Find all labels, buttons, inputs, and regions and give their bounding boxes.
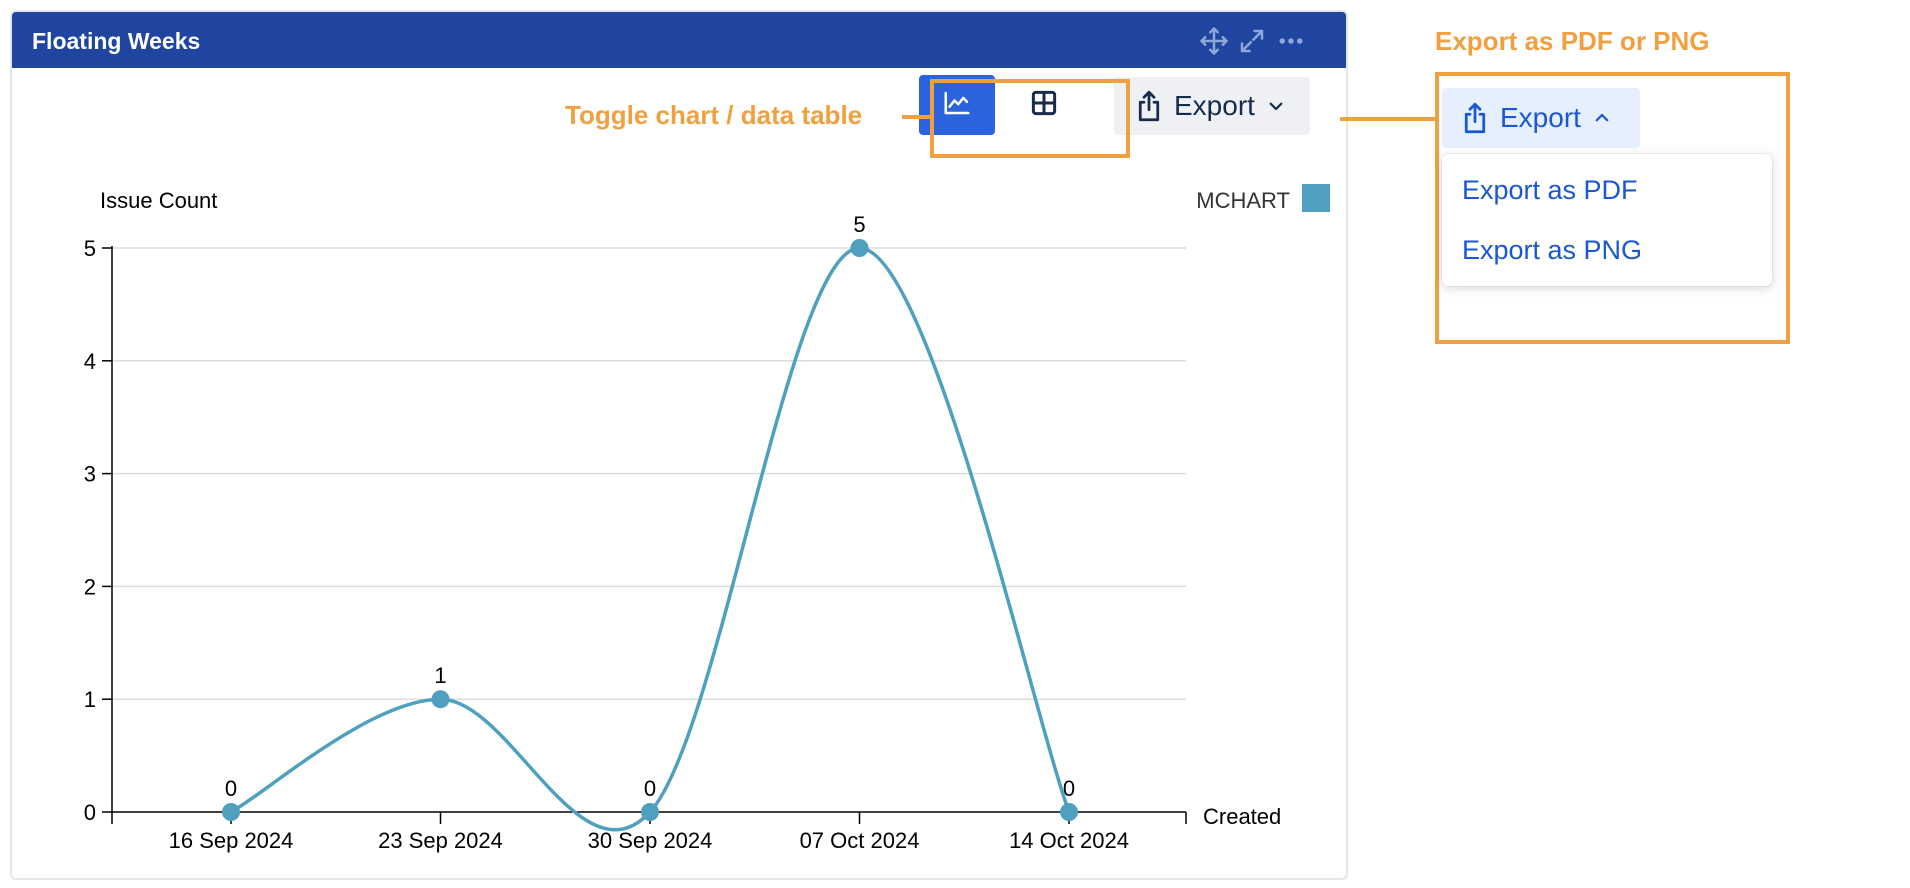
- export-annotation-connector: [1340, 117, 1437, 121]
- toggle-annotation-label: Toggle chart / data table: [565, 100, 863, 130]
- export-annotation-label: Export as PDF or PNG: [1435, 26, 1710, 56]
- more-icon[interactable]: [1276, 26, 1306, 56]
- export-button-open[interactable]: Export: [1442, 88, 1640, 148]
- y-tick-label: 0: [84, 800, 96, 825]
- export-pdf-menu-item[interactable]: Export as PDF: [1462, 175, 1638, 205]
- share-upload-icon: [1460, 101, 1490, 135]
- y-tick-label: 1: [84, 687, 96, 712]
- share-upload-icon: [1134, 89, 1164, 123]
- export-png-menu-item[interactable]: Export as PNG: [1462, 235, 1643, 265]
- data-point: [222, 803, 240, 821]
- line-chart: 0 1 2 3 4 5 16 Sep 2024 23 Sep 2024 30 Sep 2024 0…: [84, 184, 1330, 853]
- chart-series: [222, 239, 1078, 832]
- chart-axes: 0 1 2 3 4 5 16 Sep 2024 23 Sep 2024 30 Sep 2024 0…: [84, 188, 1282, 853]
- y-tick-label: 4: [84, 349, 96, 374]
- data-point: [641, 803, 659, 821]
- data-point: [431, 690, 450, 709]
- data-label: 5: [853, 212, 865, 237]
- legend-swatch: [1302, 184, 1330, 212]
- chart-grid: [112, 247, 1186, 700]
- gadget-title: Floating Weeks: [32, 28, 201, 54]
- x-tick-label: 30 Sep 2024: [588, 828, 713, 853]
- x-tick-label: 14 Oct 2024: [1009, 828, 1129, 853]
- expand-icon[interactable]: [1237, 26, 1267, 56]
- data-label: 1: [434, 663, 446, 688]
- move-icon[interactable]: [1199, 26, 1229, 56]
- grid-table-icon: [1029, 88, 1059, 123]
- y-axis-title: Issue Count: [100, 188, 217, 213]
- y-tick-label: 2: [84, 574, 96, 599]
- y-tick-label: 5: [84, 236, 96, 261]
- x-tick-label: 16 Sep 2024: [169, 828, 294, 853]
- export-button-open-label: Export: [1500, 102, 1581, 133]
- export-button-label: Export: [1174, 90, 1255, 121]
- gadget-header: Floating Weeks: [12, 12, 1346, 68]
- toggle-annotation-connector: [902, 115, 930, 119]
- line-chart-icon: [942, 88, 972, 123]
- table-view-toggle[interactable]: [1006, 75, 1082, 135]
- export-button[interactable]: Export: [1114, 77, 1310, 135]
- series-line: [230, 246, 1071, 832]
- chevron-up-icon: [1593, 109, 1611, 127]
- legend-label: MCHART: [1196, 188, 1290, 213]
- data-label: 0: [644, 776, 656, 801]
- data-point: [850, 239, 869, 257]
- y-tick-label: 3: [84, 462, 96, 487]
- export-dropdown-menu: Export as PDF Export as PNG: [1442, 154, 1772, 286]
- x-tick-label: 23 Sep 2024: [378, 828, 503, 853]
- data-label: 0: [225, 776, 237, 801]
- x-axis-title: Created: [1203, 804, 1281, 829]
- chevron-down-icon: [1267, 97, 1285, 115]
- x-tick-label: 07 Oct 2024: [800, 828, 920, 853]
- data-point: [1060, 803, 1078, 821]
- data-label: 0: [1063, 776, 1075, 801]
